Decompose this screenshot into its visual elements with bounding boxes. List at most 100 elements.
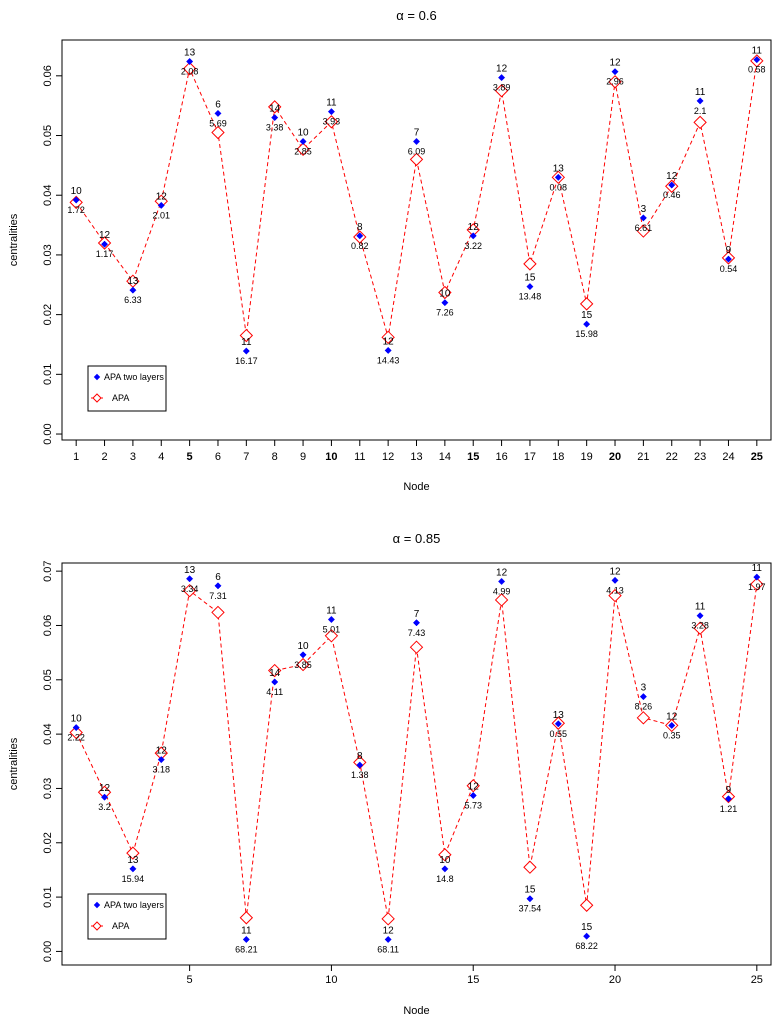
point-apa-two-layers (441, 865, 449, 873)
point-apa-two-layers (469, 791, 477, 800)
x-tick-label: 15 (467, 974, 479, 986)
annotation-bottom: 7.31 (209, 591, 227, 601)
annotation-bottom: 0.08 (550, 182, 568, 192)
annotation-bottom: 3.89 (493, 83, 511, 93)
annotation-top: 11 (326, 605, 337, 616)
chart-title: α = 0.6 (396, 8, 436, 23)
annotation-bottom: 2.96 (606, 77, 624, 87)
point-apa-two-layers (469, 232, 477, 240)
annotation-top: 11 (241, 337, 252, 348)
point-apa-two-layers (668, 721, 676, 729)
point-apa-two-layers (271, 114, 279, 122)
x-tick-label: 17 (524, 451, 536, 463)
point-apa (409, 640, 424, 654)
point-apa (750, 577, 764, 591)
y-tick-label: 0.01 (42, 364, 54, 385)
annotation-top: 15 (581, 310, 593, 321)
point-apa-two-layers (129, 286, 137, 294)
y-tick-label: 0.05 (42, 125, 54, 146)
annotation-bottom: 6.33 (124, 295, 142, 305)
point-apa-two-layers (356, 761, 364, 769)
x-tick-label: 21 (637, 451, 649, 463)
annotation-bottom: 15.94 (122, 874, 145, 884)
point-apa-two-layers (724, 795, 733, 803)
point-apa-two-layers (100, 240, 109, 248)
x-tick-label: 10 (325, 451, 337, 463)
annotation-top: 13 (184, 565, 196, 576)
point-apa (438, 285, 452, 300)
annotation-top: 12 (609, 58, 621, 69)
x-tick-label: 4 (158, 451, 164, 463)
annotation-bottom: 3.18 (152, 765, 170, 775)
legend-label-apa: APA (112, 921, 129, 931)
annotation-bottom: 7.26 (436, 308, 454, 318)
point-apa-two-layers (412, 137, 421, 146)
legend-box (87, 365, 167, 412)
x-tick-label: 25 (751, 451, 763, 463)
annotation-top: 15 (581, 922, 593, 933)
point-apa-two-layers (384, 346, 392, 355)
annotation-bottom: 2.1 (694, 106, 707, 116)
point-apa (182, 583, 197, 598)
x-tick-label: 3 (130, 451, 136, 463)
x-tick-label: 20 (609, 974, 621, 986)
x-tick-label: 22 (666, 451, 678, 463)
point-apa (296, 657, 310, 672)
annotation-top: 9 (726, 785, 732, 796)
plot-area-box (61, 562, 772, 966)
point-apa-two-layers (526, 283, 534, 291)
point-apa (523, 257, 537, 271)
annotation-top: 12 (99, 783, 111, 794)
x-tick-label: 13 (410, 451, 422, 463)
annotation-bottom: 5.73 (464, 801, 482, 811)
legend-marker-apa (92, 921, 102, 931)
chart-panel-2: α = 0.85 0.00 0.01 0.02 0.03 0.04 0.05 0.06 0.07… (8, 531, 772, 1017)
annotation-top: 8 (357, 222, 363, 233)
annotation-bottom: 2.08 (181, 66, 199, 76)
annotation-bottom: 68.22 (575, 941, 598, 951)
annotation-bottom: 6.09 (408, 146, 426, 156)
point-apa (466, 779, 480, 793)
annotation-bottom: 5.69 (209, 118, 227, 128)
annotation-bottom: 0.46 (663, 190, 681, 200)
point-apa-two-layers (753, 573, 761, 581)
point-apa (381, 912, 395, 926)
chart-title: α = 0.85 (393, 531, 441, 546)
x-tick-label: 12 (382, 451, 394, 463)
x-tick-label: 20 (609, 451, 621, 463)
x-tick-label: 9 (300, 451, 306, 463)
point-apa-two-layers (129, 865, 137, 873)
point-apa-two-layers (214, 109, 222, 117)
point-apa (523, 860, 537, 874)
y-tick-label: 0.04 (42, 185, 54, 206)
annotation-top: 11 (241, 925, 252, 936)
annotation-bottom: 1.72 (67, 205, 85, 215)
point-apa (693, 115, 707, 130)
annotation-top: 7 (414, 127, 420, 138)
annotation-top: 11 (752, 46, 763, 57)
annotation-bottom: 5.01 (323, 624, 341, 634)
annotation-top: 7 (414, 609, 420, 620)
y-tick-label: 0.01 (42, 886, 54, 907)
annotation-top: 11 (695, 602, 706, 613)
annotation-top: 8 (357, 751, 363, 762)
point-apa (126, 846, 140, 860)
legend-label-apa-two-layers: APA two layers (104, 900, 164, 910)
point-apa-two-layers (498, 577, 506, 586)
annotation-top: 12 (468, 782, 480, 793)
point-apa (267, 100, 282, 114)
point-apa-two-layers (639, 693, 647, 701)
annotation-top: 12 (99, 230, 111, 241)
point-apa (381, 330, 395, 345)
point-apa (693, 621, 707, 635)
legend-label-apa-two-layers: APA two layers (104, 372, 164, 382)
annotation-top: 15 (524, 885, 536, 896)
annotation-top: 10 (71, 186, 83, 197)
x-tick-label: 19 (581, 451, 593, 463)
point-apa (636, 711, 651, 725)
annotation-top: 14 (269, 104, 281, 115)
annotation-top: 12 (609, 566, 621, 577)
annotation-bottom: 4.13 (606, 585, 624, 595)
series-line-apa (75, 60, 758, 338)
point-apa-two-layers (554, 173, 562, 181)
